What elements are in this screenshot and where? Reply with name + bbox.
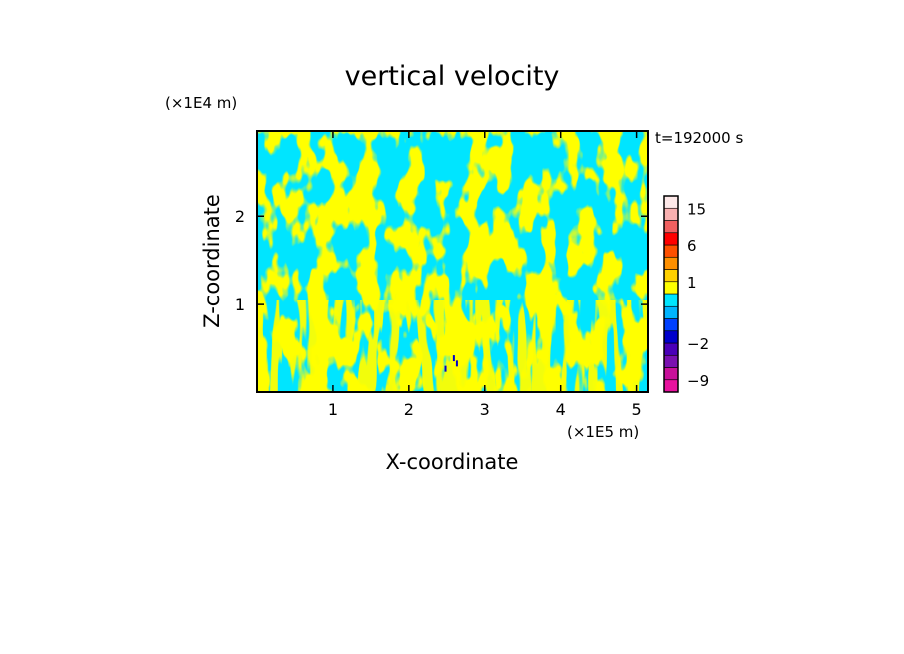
colorbar-tick-label: −2 xyxy=(687,335,709,353)
positive-region-streaks xyxy=(257,300,648,392)
strong-updraft-mark xyxy=(455,360,458,367)
colorbar-tick-label: 6 xyxy=(687,237,697,255)
colorbar-segment xyxy=(663,342,679,356)
strong-updraft-marks xyxy=(444,355,458,372)
y-axis-label: Z-coordinate xyxy=(200,194,224,328)
colorbar-segment xyxy=(663,232,679,246)
x-tick-label: 1 xyxy=(328,400,338,419)
colorbar-tick-label: −9 xyxy=(687,372,709,390)
colorbar-segment xyxy=(663,318,679,332)
colorbar-tick-label: 15 xyxy=(687,200,706,218)
colorbar-segment xyxy=(663,293,679,307)
colorbar-segment xyxy=(663,195,679,209)
x-tick-label: 4 xyxy=(556,400,566,419)
plot-frame xyxy=(256,130,649,393)
strong-updraft-mark xyxy=(444,365,447,372)
colorbar-segment xyxy=(663,281,679,295)
colorbar-segment xyxy=(663,354,679,368)
colorbar-segment xyxy=(663,207,679,221)
colorbar-segment xyxy=(663,269,679,283)
y-axis-ticks: 12 xyxy=(235,207,648,314)
chart-title: vertical velocity xyxy=(345,61,560,92)
y-tick-label: 2 xyxy=(235,207,245,226)
x-tick-label: 5 xyxy=(632,400,642,419)
colorbar-segment xyxy=(663,379,679,393)
x-tick-label: 3 xyxy=(480,400,490,419)
x-axis-label: X-coordinate xyxy=(386,450,519,474)
colorbar-segment xyxy=(663,244,679,258)
strong-updraft-mark xyxy=(452,355,455,362)
y-unit-label: (×1E4 m) xyxy=(165,94,237,112)
time-label: t=192000 s xyxy=(655,129,743,147)
colorbar: 15 6 1 −2 −9 xyxy=(663,195,709,393)
x-axis-ticks: 1 2 3 4 5 xyxy=(328,131,642,419)
y-tick-label: 1 xyxy=(235,295,245,314)
colorbar-segment xyxy=(663,367,679,381)
x-tick-label: 2 xyxy=(404,400,414,419)
colorbar-tick-label: 1 xyxy=(687,274,697,292)
x-unit-label: (×1E5 m) xyxy=(567,423,639,441)
colorbar-segment xyxy=(663,256,679,270)
plot-area xyxy=(257,131,648,392)
colorbar-segment xyxy=(663,330,679,344)
colorbar-segment xyxy=(663,305,679,319)
colorbar-segment xyxy=(663,220,679,234)
colorbar-frame xyxy=(663,195,679,393)
